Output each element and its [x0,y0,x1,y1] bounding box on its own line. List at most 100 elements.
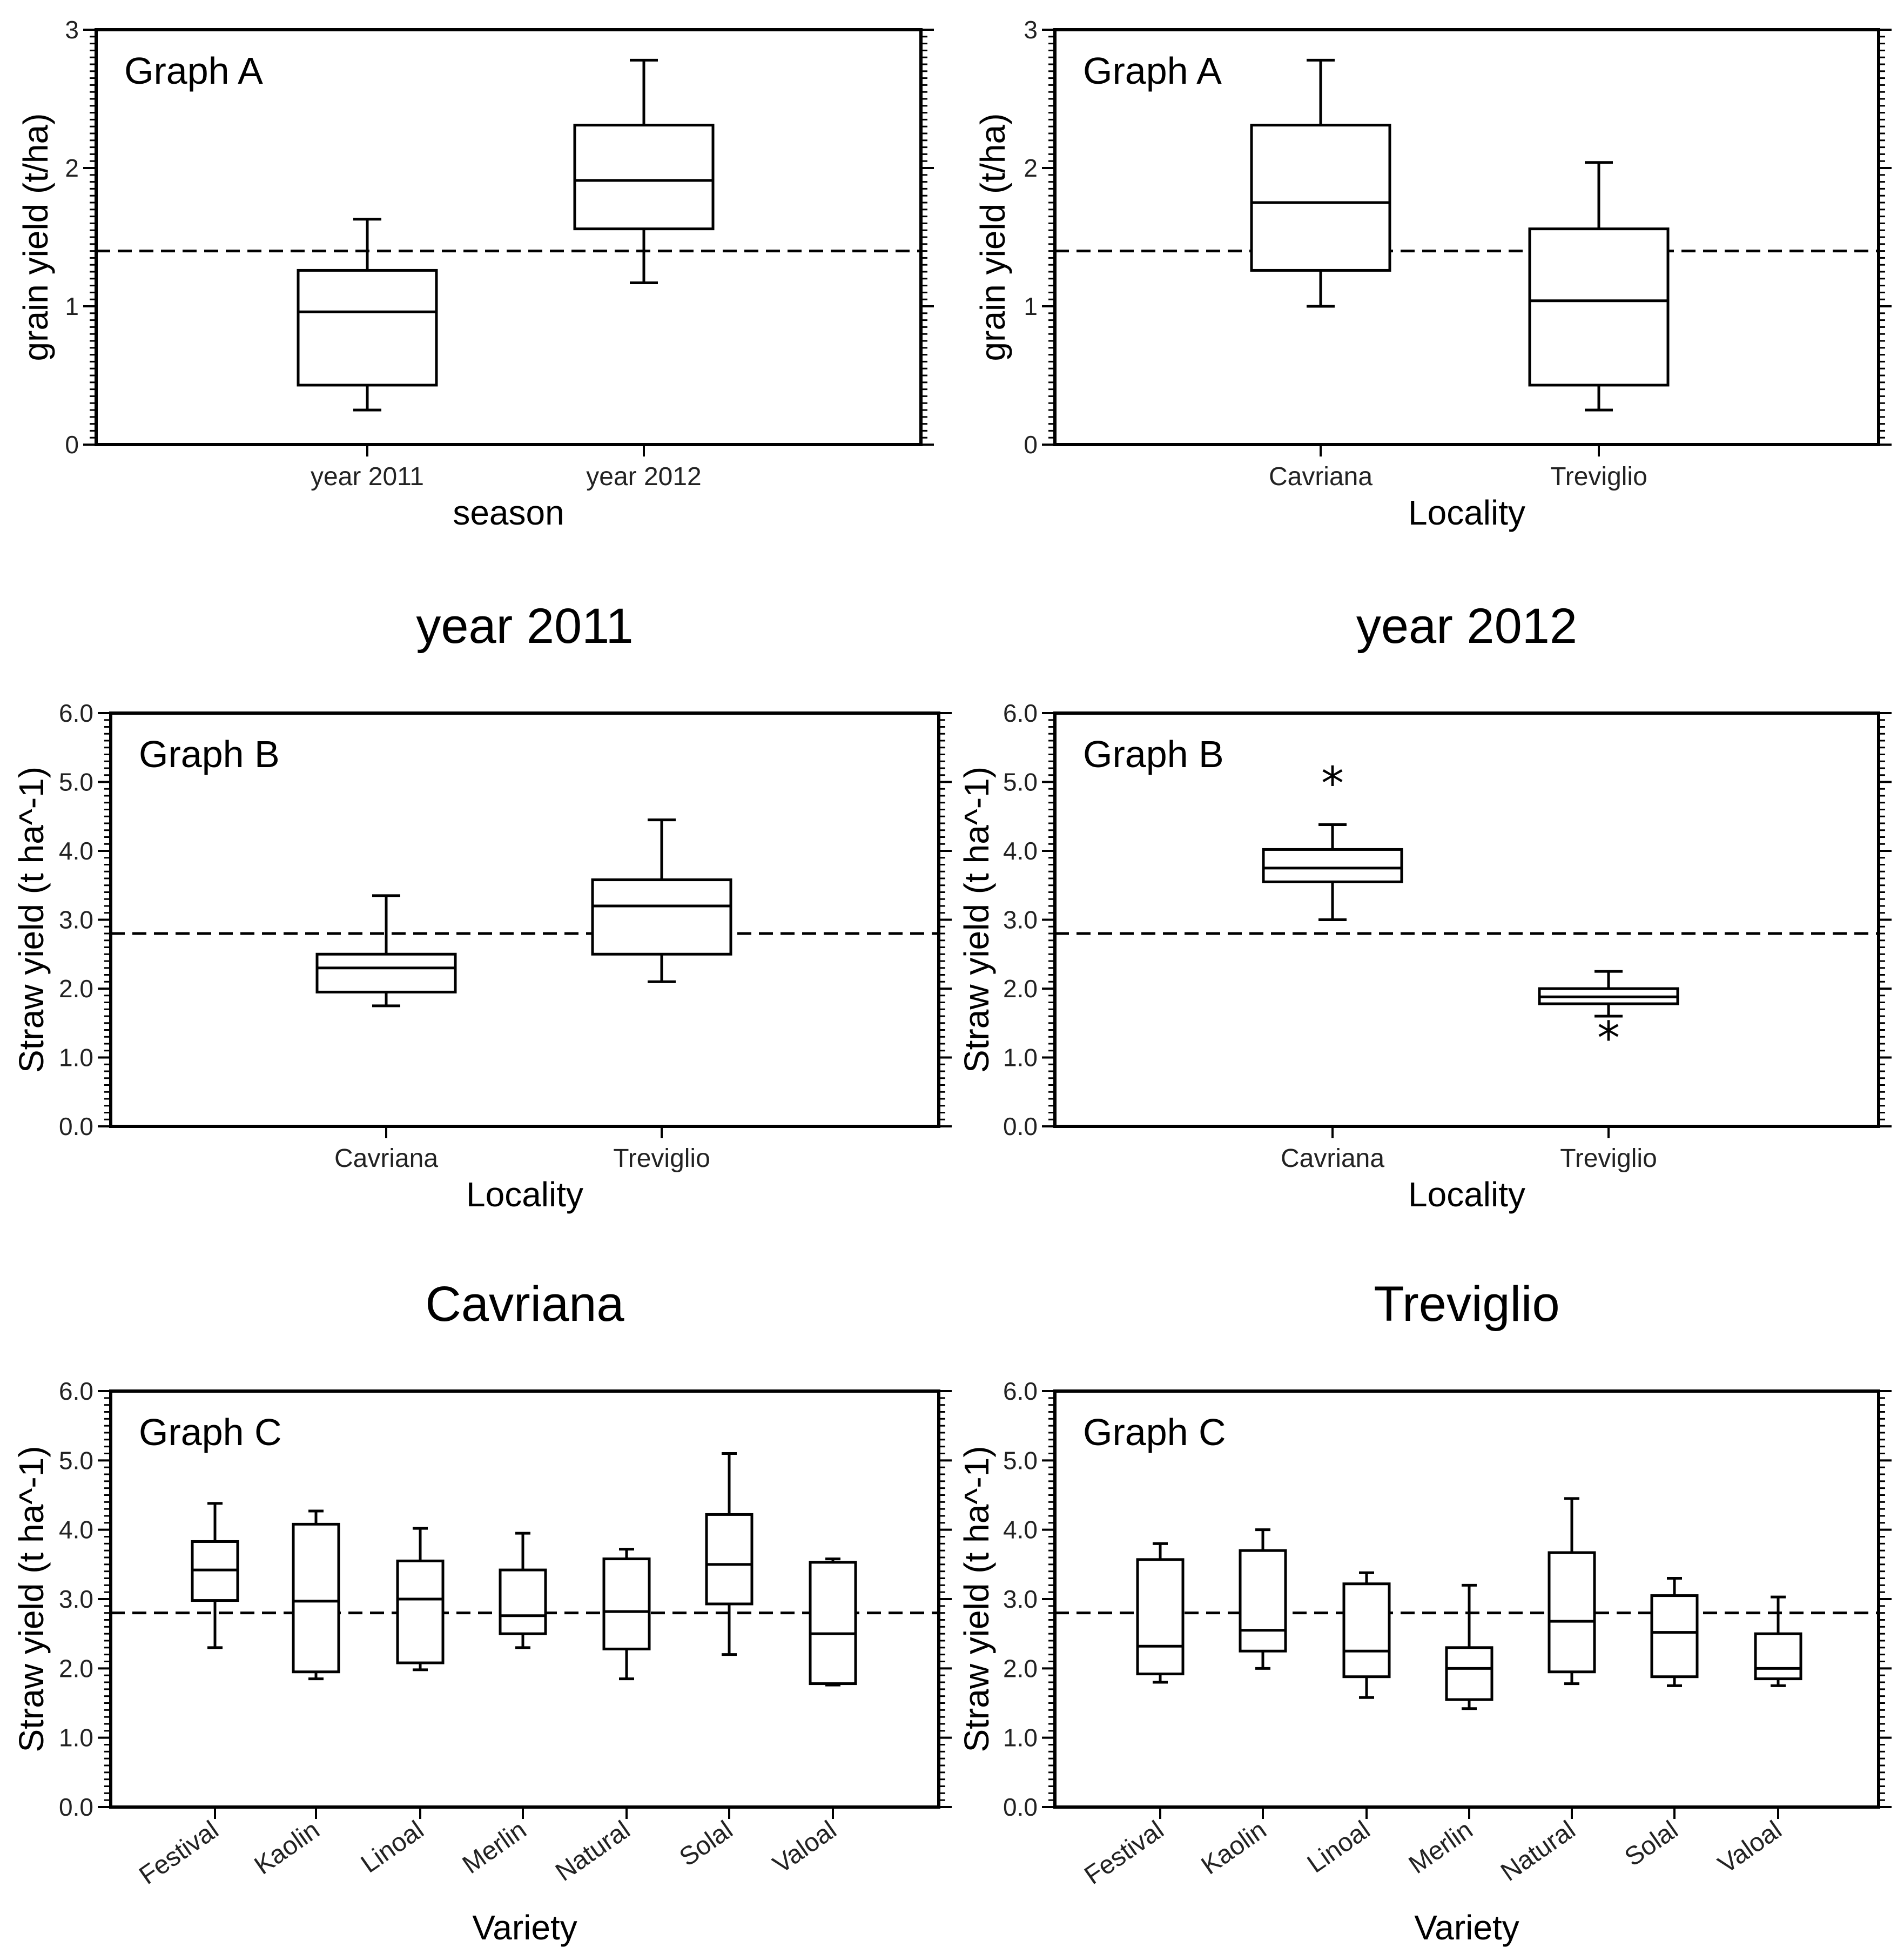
y-tick-label: 2.0 [59,975,93,1003]
box-treviglio [1528,161,1670,412]
y-tick-label: 2 [1024,154,1038,182]
x-category-label: Cavriana [1269,462,1373,491]
y-tick-label: 3 [1024,16,1038,44]
y-tick-label: 0 [65,431,79,459]
box-cavriana [1262,823,1403,921]
y-tick-label: 5.0 [1003,768,1038,796]
plot-frame [95,28,923,446]
y-tick-label: 2 [65,154,79,182]
box-cavriana [1250,58,1391,308]
box-iqr [591,878,732,956]
y-tick-label: 1.0 [1003,1044,1038,1072]
y-tick-label: 1 [1024,292,1038,320]
box-iqr [1250,124,1391,272]
x-category-label: Cavriana [334,1144,438,1173]
panel-label: Graph C [1083,1411,1226,1453]
y-tick-label: 1 [65,292,79,320]
x-category-label: Linoal [356,1816,429,1879]
box-iqr [705,1513,753,1606]
x-category-label: Treviglio [613,1144,710,1173]
y-tick-label: 4.0 [1003,1516,1038,1544]
chart-panel-5: Cavriana 0.0 1.0 2.0 3.0 4.0 5.0 6.0 Festival Kao… [12,1277,952,1947]
x-category-label: Natural [550,1816,635,1887]
box-iqr [1548,1551,1596,1674]
x-axis-label: season [453,493,564,532]
box-iqr [1650,1594,1699,1678]
box-natural [602,1548,651,1681]
box-linoal [1342,1571,1391,1699]
y-tick-label: 4.0 [59,1516,93,1544]
box-kaolin [1239,1528,1287,1670]
box-natural [1548,1497,1596,1686]
box-iqr [1445,1646,1493,1701]
x-category-label: Kaolin [1196,1816,1272,1881]
chart-panel-1: 0 1 2 3 year 2011 year 2012 season grain yield … [16,16,934,532]
panel-label: Graph B [139,733,280,775]
box-iqr [1528,227,1670,387]
y-axis-label: Straw yield (t ha^-1) [957,767,996,1073]
y-tick-label: 6.0 [59,1377,93,1405]
y-axis-label: Straw yield (t ha^-1) [12,767,51,1073]
chart-panel-6: Treviglio 0.0 1.0 2.0 3.0 4.0 5.0 6.0 Festival Ka… [957,1277,1892,1947]
y-axis-label: Straw yield (t ha^-1) [12,1446,51,1752]
y-tick-label: 1.0 [59,1044,93,1072]
y-tick-label: 0 [1024,431,1038,459]
x-category-label: Cavriana [1281,1144,1384,1173]
y-tick-label: 3.0 [1003,1585,1038,1613]
x-category-label: Treviglio [1560,1144,1657,1173]
y-tick-label: 5.0 [59,1446,93,1474]
y-tick-label: 0.0 [59,1793,93,1821]
y-tick-label: 3.0 [59,1585,93,1613]
chart-panel-4: year 2012 0.0 1.0 2.0 3.0 4.0 5.0 6.0 * * Cavriana… [957,599,1892,1214]
box-iqr [573,124,715,231]
outlier-marker: * [1597,1012,1620,1065]
box-iqr [297,268,438,387]
chart-title: Cavriana [425,1277,624,1332]
box-treviglio [1538,970,1679,1018]
y-tick-label: 6.0 [59,699,93,727]
box-iqr [1262,848,1403,883]
x-category-label: Valoal [1713,1816,1787,1879]
x-category-label: Valoal [768,1816,842,1879]
x-category-label: Solal [1619,1816,1683,1872]
box-kaolin [292,1509,340,1681]
x-category-label: Festival [134,1816,224,1890]
y-tick-label: 5.0 [59,768,93,796]
y-tick-label: 4.0 [59,837,93,865]
box-iqr [809,1561,857,1686]
minor-ticks [1048,29,1885,446]
panel-label: Graph A [124,50,263,92]
box-iqr [499,1568,547,1635]
y-tick-label: 3 [65,16,79,44]
y-tick-label: 2.0 [59,1654,93,1682]
chart-title: year 2011 [416,599,633,654]
y-tick-label: 0.0 [1003,1793,1038,1821]
x-axis-label: Locality [1408,493,1525,532]
chart-panel-2: 0 1 2 3 Cavriana Treviglio Locality grain yield… [973,16,1892,532]
box-valoal [809,1557,857,1687]
plot-frame [1053,28,1880,446]
box-iqr [292,1522,340,1674]
box-iqr [602,1557,651,1650]
box-iqr [1754,1632,1802,1681]
box-iqr [396,1559,445,1664]
y-tick-label: 0.0 [1003,1112,1038,1140]
x-axis-label: Locality [466,1175,583,1214]
panel-label: Graph B [1083,733,1224,775]
x-category-label: Treviglio [1550,462,1647,491]
box-solal [1650,1577,1699,1687]
chart-panel-3: year 2011 0.0 1.0 2.0 3.0 4.0 5.0 6.0 Cavriana Tr… [12,599,952,1214]
box-year-2011 [297,218,438,412]
box-iqr [315,952,457,993]
box-linoal [396,1527,445,1671]
x-category-label: year 2012 [586,462,702,491]
y-tick-label: 4.0 [1003,837,1038,865]
box-valoal [1754,1595,1802,1687]
box-festival [1136,1542,1185,1684]
y-tick-label: 2.0 [1003,975,1038,1003]
minor-ticks [90,29,927,446]
panel-label: Graph C [139,1411,282,1453]
x-category-label: Linoal [1302,1816,1375,1879]
x-axis-label: Variety [1414,1908,1519,1947]
